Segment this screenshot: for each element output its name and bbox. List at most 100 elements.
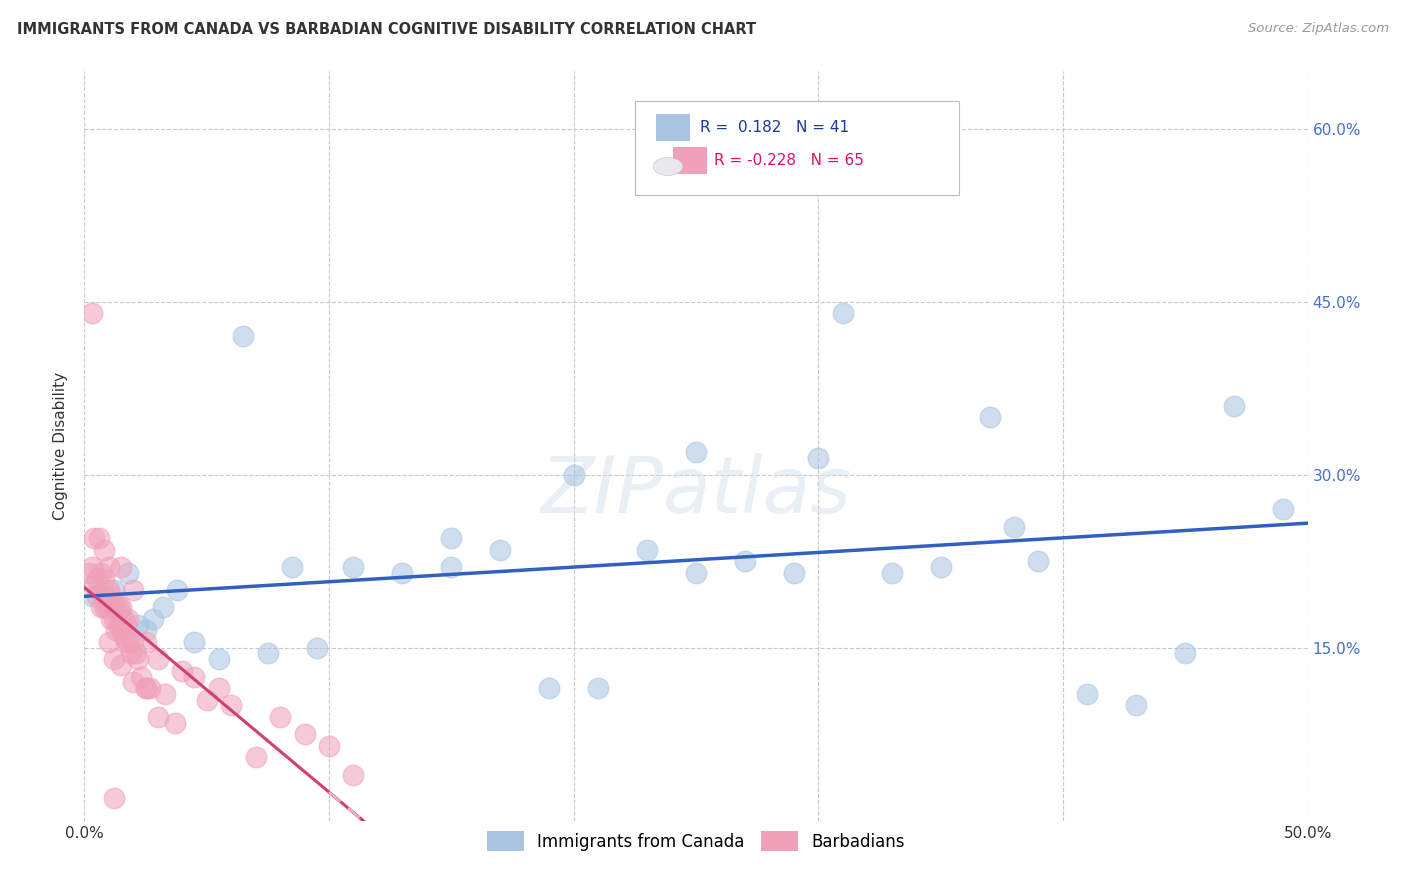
Point xyxy=(103,594,125,608)
Point xyxy=(929,560,952,574)
Point xyxy=(391,566,413,580)
Point xyxy=(979,410,1001,425)
Circle shape xyxy=(654,158,682,176)
Point xyxy=(1076,687,1098,701)
Point xyxy=(86,572,108,586)
Point xyxy=(195,692,218,706)
Point xyxy=(146,652,169,666)
Point xyxy=(163,715,186,730)
Point xyxy=(87,531,110,545)
Point xyxy=(135,624,157,638)
Point xyxy=(142,612,165,626)
Point xyxy=(103,612,125,626)
Point xyxy=(807,450,830,465)
Point xyxy=(77,566,100,580)
Point xyxy=(90,566,112,580)
Point xyxy=(93,589,115,603)
Point xyxy=(305,640,328,655)
Point xyxy=(208,681,231,695)
Point xyxy=(83,577,105,591)
Text: ZIPatlas: ZIPatlas xyxy=(540,453,852,529)
Point xyxy=(831,306,853,320)
Point xyxy=(103,583,125,598)
Point xyxy=(117,612,139,626)
Point xyxy=(1125,698,1147,713)
Point xyxy=(135,681,157,695)
Point xyxy=(97,635,120,649)
Point xyxy=(110,624,132,638)
Point xyxy=(294,727,316,741)
Point xyxy=(208,652,231,666)
Point xyxy=(135,635,157,649)
Point xyxy=(107,600,129,615)
Text: R =  0.182   N = 41: R = 0.182 N = 41 xyxy=(700,120,849,135)
Point xyxy=(96,594,118,608)
Point xyxy=(183,635,205,649)
Point xyxy=(166,583,188,598)
Point xyxy=(127,652,149,666)
Point xyxy=(112,612,135,626)
Point xyxy=(440,560,463,574)
Point xyxy=(80,306,103,320)
FancyBboxPatch shape xyxy=(655,114,690,141)
Point xyxy=(1223,399,1246,413)
Point xyxy=(80,589,103,603)
Point xyxy=(115,617,138,632)
Point xyxy=(122,675,145,690)
Point xyxy=(86,589,108,603)
Point xyxy=(318,739,340,753)
Point xyxy=(1002,519,1025,533)
Point xyxy=(586,681,609,695)
Point xyxy=(80,560,103,574)
Point xyxy=(219,698,242,713)
Point xyxy=(1028,554,1050,568)
Point xyxy=(96,600,118,615)
Point xyxy=(107,617,129,632)
Point xyxy=(122,583,145,598)
Text: IMMIGRANTS FROM CANADA VS BARBADIAN COGNITIVE DISABILITY CORRELATION CHART: IMMIGRANTS FROM CANADA VS BARBADIAN COGN… xyxy=(17,22,756,37)
Point xyxy=(1174,647,1197,661)
Point xyxy=(93,600,115,615)
Point xyxy=(342,560,364,574)
Point xyxy=(112,629,135,643)
Point xyxy=(105,606,128,620)
Point xyxy=(90,600,112,615)
Point xyxy=(232,329,254,343)
Text: Source: ZipAtlas.com: Source: ZipAtlas.com xyxy=(1249,22,1389,36)
Legend: Immigrants from Canada, Barbadians: Immigrants from Canada, Barbadians xyxy=(481,825,911,857)
Point xyxy=(153,687,176,701)
Point xyxy=(880,566,903,580)
Point xyxy=(110,600,132,615)
Point xyxy=(93,542,115,557)
Point xyxy=(783,566,806,580)
Point xyxy=(538,681,561,695)
FancyBboxPatch shape xyxy=(672,147,707,174)
Point xyxy=(257,647,280,661)
Point xyxy=(685,566,707,580)
Point xyxy=(146,710,169,724)
Point xyxy=(93,572,115,586)
Point xyxy=(110,658,132,673)
Point xyxy=(115,635,138,649)
Point xyxy=(440,531,463,545)
Point xyxy=(97,560,120,574)
Point xyxy=(97,600,120,615)
Text: R = -0.228   N = 65: R = -0.228 N = 65 xyxy=(714,153,865,168)
Point xyxy=(100,589,122,603)
Point xyxy=(172,664,194,678)
Point xyxy=(734,554,756,568)
Point xyxy=(105,624,128,638)
Point xyxy=(120,647,142,661)
Point xyxy=(685,444,707,458)
Point xyxy=(83,531,105,545)
Point xyxy=(100,612,122,626)
Point xyxy=(117,566,139,580)
Point xyxy=(87,583,110,598)
Point xyxy=(139,681,162,695)
Point xyxy=(122,635,145,649)
Y-axis label: Cognitive Disability: Cognitive Disability xyxy=(53,372,69,520)
FancyBboxPatch shape xyxy=(636,102,959,195)
Point xyxy=(117,635,139,649)
Point xyxy=(97,583,120,598)
Point xyxy=(110,606,132,620)
